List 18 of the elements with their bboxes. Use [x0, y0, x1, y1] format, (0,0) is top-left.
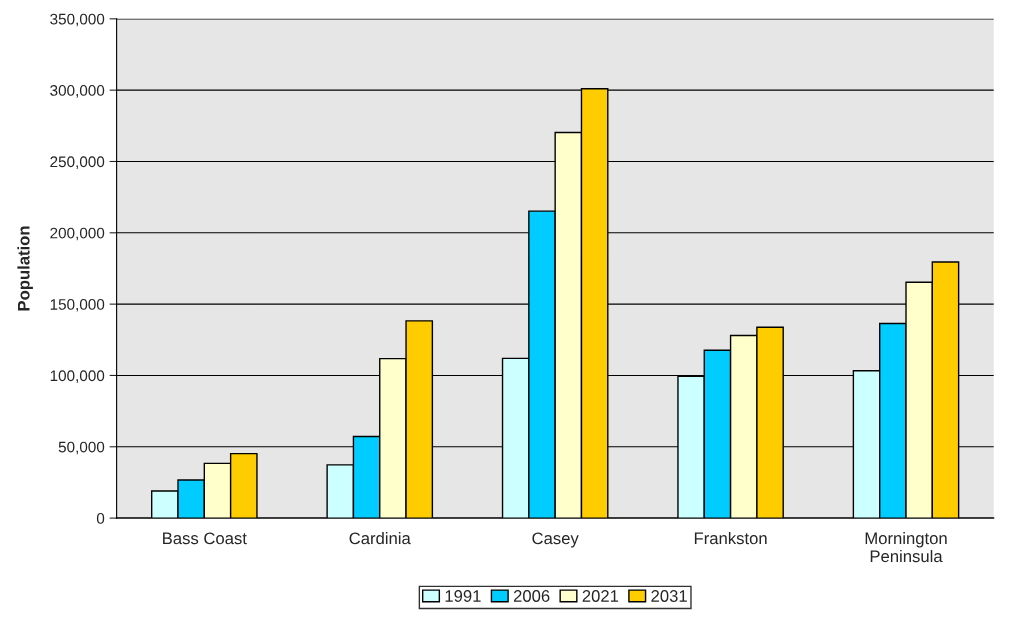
legend-label: 1991	[445, 590, 481, 602]
y-tick-label: 100,000	[50, 370, 105, 383]
y-tick-label: 200,000	[50, 227, 105, 241]
y-tick-label: 0	[96, 512, 105, 524]
x-tick-label: Frankston	[694, 531, 767, 545]
legend-label: 2021	[582, 590, 619, 602]
y-tick-label: 50,000	[58, 441, 105, 455]
x-tick-label: Mornington Peninsula	[865, 531, 947, 563]
y-tick-label: 350,000	[50, 13, 105, 27]
legend-label: 2031	[651, 590, 687, 602]
x-tick-label: Casey	[532, 532, 579, 548]
y-tick-label: 250,000	[50, 156, 105, 169]
y-tick-label: 150,000	[50, 299, 105, 312]
legend-label: 2006	[513, 590, 550, 602]
y-tick-label: 300,000	[50, 85, 105, 98]
y-axis-title: Population	[17, 226, 33, 311]
x-tick-label: Bass Coast	[163, 532, 247, 545]
x-tick-label: Cardinia	[349, 531, 411, 545]
